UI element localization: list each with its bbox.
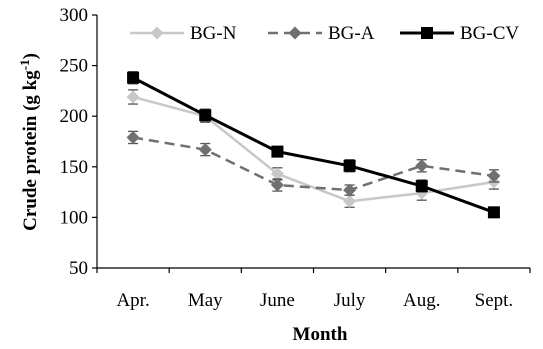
x-tick-label: Sept.: [475, 290, 514, 311]
x-axis-title: Month: [293, 324, 348, 345]
data-point: [343, 194, 357, 208]
series-bg-n: [126, 89, 501, 208]
x-tick-label: Apr.: [116, 290, 149, 311]
data-point: [487, 169, 501, 183]
y-tick-label: 300: [60, 5, 89, 26]
data-point: [343, 183, 357, 197]
y-axis-title: Crude protein (g kg-1): [17, 53, 41, 231]
data-point: [126, 90, 140, 104]
legend-marker: [150, 26, 164, 40]
x-tick-label: May: [188, 290, 223, 311]
data-point: [271, 145, 284, 158]
chart-axes: 50 100 150 200 250 300 Apr. May June July Aug. Sept…: [60, 5, 531, 311]
legend-marker: [421, 27, 433, 39]
y-tick-label: 50: [69, 258, 88, 279]
data-point: [487, 206, 500, 219]
legend-label: BG-A: [328, 23, 375, 44]
series-line: [132, 76, 495, 214]
series-line: [132, 136, 495, 192]
legend-marker: [288, 26, 302, 40]
x-tick-label: Aug.: [403, 290, 440, 311]
data-point: [343, 159, 356, 172]
y-axis-title-sup: -1: [17, 59, 32, 70]
series-bg-a: [126, 130, 501, 197]
y-tick-label: 100: [60, 207, 89, 228]
data-point: [415, 180, 428, 193]
y-tick-label: 200: [60, 106, 89, 127]
y-tick-label: 250: [60, 56, 89, 77]
data-point: [199, 109, 212, 122]
chart-series: [126, 71, 501, 219]
data-point: [198, 143, 212, 157]
data-point: [415, 159, 429, 173]
series-bg-cv: [127, 71, 500, 219]
x-tick-label: June: [260, 290, 295, 311]
legend-label: BG-N: [190, 23, 237, 44]
data-point: [270, 178, 284, 192]
legend-label: BG-CV: [460, 23, 519, 44]
legend-item-bg-a: BG-A: [268, 23, 375, 44]
y-axis-title-main: Crude protein (g kg: [20, 70, 41, 231]
legend-item-bg-cv: BG-CV: [400, 23, 519, 44]
y-tick-label: 150: [60, 157, 89, 178]
data-point: [126, 130, 140, 144]
series-line: [132, 95, 495, 203]
data-point: [270, 167, 284, 181]
y-axis-title-close: ): [20, 53, 41, 59]
chart-legend: BG-N BG-A BG-CV: [130, 23, 519, 44]
legend-item-bg-n: BG-N: [130, 23, 237, 44]
data-point: [127, 71, 140, 84]
x-tick-label: July: [334, 290, 366, 311]
